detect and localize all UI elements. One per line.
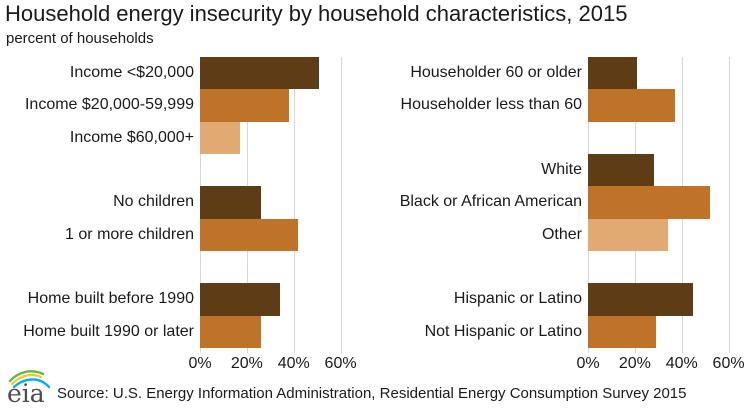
bar-income-20-000 — [200, 57, 320, 90]
chart-row-spacer — [0, 251, 364, 283]
chart-row: Other — [388, 218, 749, 251]
chart-row: Householder less than 60 — [388, 89, 749, 122]
chart-row-spacer — [388, 122, 749, 154]
gridline — [293, 57, 295, 353]
bar-income-60-000 — [200, 121, 240, 154]
x-axis-right: 0% 20% 40% 60% — [576, 355, 749, 377]
bar-area — [588, 89, 749, 122]
chart-row: 1 or more children — [0, 218, 364, 251]
bar-white — [588, 153, 654, 187]
bar-1-or-more-children — [200, 218, 299, 251]
category-label: Householder 60 or older — [410, 64, 582, 82]
bar-area — [200, 186, 364, 219]
category-label: White — [541, 161, 582, 179]
bar-home-built-1990-or-later — [200, 315, 261, 348]
bar-no-children — [200, 186, 261, 219]
bar-black-or-african-american — [588, 186, 710, 219]
bar-area — [588, 251, 749, 283]
logo-swoosh-green-icon — [8, 370, 45, 383]
category-label: Income $60,000+ — [69, 128, 194, 146]
bar-area — [588, 186, 749, 219]
bar-area — [588, 57, 749, 90]
x-axis-tick-label: 20% — [618, 355, 651, 372]
category-label: Householder less than 60 — [400, 96, 582, 114]
bar-area — [588, 153, 749, 187]
category-label: 1 or more children — [65, 225, 194, 243]
x-axis-tick-label: 40% — [665, 355, 698, 372]
category-label: Black or African American — [399, 193, 582, 211]
axis-units-subtitle: percent of households — [6, 30, 154, 47]
category-label: Income <$20,000 — [69, 64, 194, 82]
x-axis-tick-label: 40% — [277, 355, 310, 372]
x-axis-left: 0% 20% 40% 60% — [188, 355, 364, 377]
logo-swoosh-yellow-icon — [10, 373, 43, 386]
chart-row: Home built 1990 or later — [0, 315, 364, 348]
chart-panel-right: Householder 60 or older Householder less … — [388, 57, 749, 379]
x-axis-tick-label: 60% — [712, 355, 745, 372]
bar-area — [200, 154, 364, 186]
chart-panel-left: Income <$20,000 Income $20,000-59,999 Inco… — [0, 57, 364, 379]
bar-area — [588, 283, 749, 316]
bar-area — [200, 283, 364, 316]
x-axis-tick-label: 60% — [324, 355, 357, 372]
logo-text: eia — [7, 379, 45, 406]
bar-area — [200, 251, 364, 283]
chart-row-spacer — [388, 251, 749, 283]
bar-area — [200, 121, 364, 154]
bar-area — [588, 218, 749, 251]
bar-householder-60-or-older — [588, 57, 638, 90]
chart-row: Not Hispanic or Latino — [388, 315, 749, 348]
chart-row: Householder 60 or older — [388, 57, 749, 90]
category-label — [0, 251, 200, 283]
category-label: Income $20,000-59,999 — [24, 96, 194, 114]
category-label: Other — [541, 225, 582, 243]
gridline — [340, 57, 342, 353]
category-label: Home built 1990 or later — [23, 322, 194, 340]
category-label — [388, 122, 588, 154]
chart-row: Income $20,000-59,999 — [0, 89, 364, 122]
x-axis-tick-label: 0% — [188, 355, 212, 372]
chart-row: Black or African American — [388, 186, 749, 219]
chart-row: Income $60,000+ — [0, 121, 364, 154]
bar-home-built-before-1990 — [200, 283, 280, 316]
chart-row-spacer — [0, 154, 364, 186]
bar-not-hispanic-or-latino — [588, 315, 656, 348]
x-axis-tick-label: 0% — [576, 355, 600, 372]
chart-row: White — [388, 153, 749, 187]
bar-hispanic-or-latino — [588, 283, 694, 316]
category-label — [0, 154, 200, 186]
bar-area — [588, 122, 749, 154]
category-label: Home built before 1990 — [27, 290, 194, 308]
bar-rows: Householder 60 or older Householder less … — [388, 57, 749, 348]
chart-row: No children — [0, 186, 364, 219]
chart-row: Income <$20,000 — [0, 57, 364, 90]
page-title: Household energy insecurity by household… — [5, 1, 628, 26]
source-attribution: Source: U.S. Energy Information Administ… — [57, 385, 687, 402]
bar-area — [200, 57, 364, 90]
x-axis-tick-label: 20% — [230, 355, 263, 372]
bar-area — [588, 315, 749, 348]
bar-income-20-000-59-999 — [200, 89, 290, 122]
gridline — [728, 57, 730, 353]
chart-row: Home built before 1990 — [0, 283, 364, 316]
category-label: No children — [113, 193, 194, 211]
chart-row: Hispanic or Latino — [388, 283, 749, 316]
bar-area — [200, 315, 364, 348]
eia-logo: eia — [7, 370, 51, 406]
category-label: Hispanic or Latino — [453, 290, 582, 308]
bar-rows: Income <$20,000 Income $20,000-59,999 Inco… — [0, 57, 364, 348]
logo-swoosh-blue-icon — [12, 378, 51, 389]
category-label — [388, 251, 588, 283]
bar-area — [200, 89, 364, 122]
category-label: Not Hispanic or Latino — [424, 322, 582, 340]
bar-other — [588, 218, 668, 251]
bar-area — [200, 218, 364, 251]
bar-householder-less-than-60 — [588, 89, 675, 122]
